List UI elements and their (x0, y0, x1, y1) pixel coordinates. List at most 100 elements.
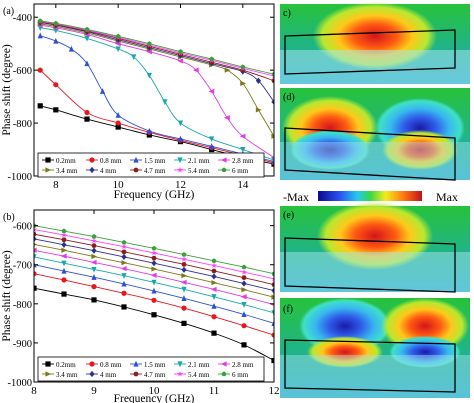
legend-label: 2.1 mm (188, 157, 210, 165)
data-point (37, 103, 43, 109)
data-point (240, 146, 246, 153)
x-axis-label: Frequency (GHz) (114, 189, 195, 201)
colorbar-min-label: -Max (283, 190, 309, 204)
data-point (146, 72, 152, 79)
chart-a: 8 10 12 14 -400 -600 -800 -1000 Frequency (GHz) P… (1, 3, 275, 201)
data-point (241, 323, 247, 329)
data-point (121, 304, 127, 310)
data-point (271, 271, 274, 276)
x-tick-label: 12 (175, 179, 186, 191)
legend-item: 4 mm (86, 166, 117, 175)
x-tick-label: 10 (149, 385, 161, 397)
data-point (271, 275, 274, 282)
data-point (151, 279, 157, 286)
data-point (34, 231, 37, 237)
legend-marker (220, 157, 227, 163)
legend-label: 5.4 mm (188, 167, 210, 175)
data-point (177, 58, 184, 64)
legend-marker (221, 167, 227, 173)
data-point (90, 259, 97, 265)
legend-marker (45, 157, 51, 163)
data-point (150, 272, 157, 278)
data-point (177, 135, 184, 142)
panel-label: (a) (3, 6, 14, 17)
panel-label-e: (e) (283, 210, 294, 221)
data-point (241, 311, 247, 317)
legend-marker (89, 361, 95, 367)
data-point (211, 268, 217, 274)
data-point (115, 111, 121, 118)
y-tick-label: -400 (13, 13, 32, 24)
line-plots: 8 10 12 14 -400 -600 -800 -1000 Frequency (GHz) P… (1, 3, 280, 403)
data-point (99, 88, 106, 94)
y-axis-label: Phase shift (degree) (1, 250, 13, 341)
legend-label: 6 mm (232, 371, 249, 379)
y-tick-label: -800 (13, 119, 32, 130)
x-tick-label: 14 (237, 179, 249, 191)
x-tick-label: 11 (209, 385, 220, 397)
data-point (37, 67, 43, 73)
data-point (192, 67, 199, 73)
legend-marker (177, 166, 183, 173)
legend-item: 0.8 mm (86, 361, 122, 369)
series-line (40, 35, 274, 162)
data-point (240, 80, 247, 86)
data-point (34, 247, 37, 253)
data-point (61, 241, 67, 248)
data-point (121, 243, 127, 250)
legend-item: 0.2mm (42, 361, 76, 369)
data-point (271, 78, 274, 83)
y-tick-label: -1000 (8, 172, 33, 183)
data-point (177, 120, 184, 127)
data-point (271, 282, 274, 287)
data-point (181, 256, 187, 262)
data-point (151, 255, 157, 261)
y-tick-label: -600 (13, 66, 32, 77)
legend-label: 0.8 mm (100, 361, 122, 369)
data-point (151, 249, 157, 256)
data-point (121, 253, 127, 261)
data-point (181, 273, 188, 279)
x-tick-label: 9 (91, 385, 97, 397)
data-point (61, 228, 67, 234)
legend-marker (177, 157, 183, 164)
x-tick-label: 12 (269, 385, 280, 397)
legend-item: 4 mm (86, 370, 117, 379)
data-point (271, 320, 274, 326)
legend-label: 3.4 mm (56, 167, 78, 175)
data-point (271, 310, 274, 317)
legend-item: 3.4 mm (42, 371, 78, 379)
legend-item: 2.1 mm (174, 157, 210, 165)
data-point (146, 127, 152, 134)
data-point (53, 37, 59, 44)
legend-label: 4.7 mm (144, 167, 166, 175)
data-point (240, 294, 247, 300)
data-point (91, 274, 97, 280)
legend-item: 5.4 mm (174, 370, 210, 379)
data-point (91, 247, 97, 254)
legend-box (37, 356, 265, 382)
legend-marker (45, 361, 51, 367)
data-point (91, 297, 97, 303)
data-point (151, 266, 158, 272)
legend-box (37, 152, 265, 178)
data-point (271, 357, 274, 364)
legend-label: 4.7 mm (144, 371, 166, 379)
legend-label: 0.2mm (56, 361, 76, 369)
legend-item: 2.8 mm (218, 157, 254, 165)
legend-label: 1.5 mm (144, 361, 166, 369)
data-point (91, 243, 97, 248)
legend-label: 0.2mm (56, 157, 76, 165)
data-point (131, 54, 137, 61)
field-distribution-panels: c) (d) -Max Max (e) (280, 2, 470, 398)
data-point (34, 235, 37, 243)
data-point (61, 291, 67, 297)
data-point (180, 279, 187, 285)
data-point (146, 49, 152, 55)
data-point (224, 115, 230, 121)
data-point (211, 273, 217, 280)
legend-label: 0.8 mm (100, 157, 122, 165)
data-point (115, 124, 121, 130)
data-point (61, 247, 68, 253)
data-point (115, 33, 121, 39)
